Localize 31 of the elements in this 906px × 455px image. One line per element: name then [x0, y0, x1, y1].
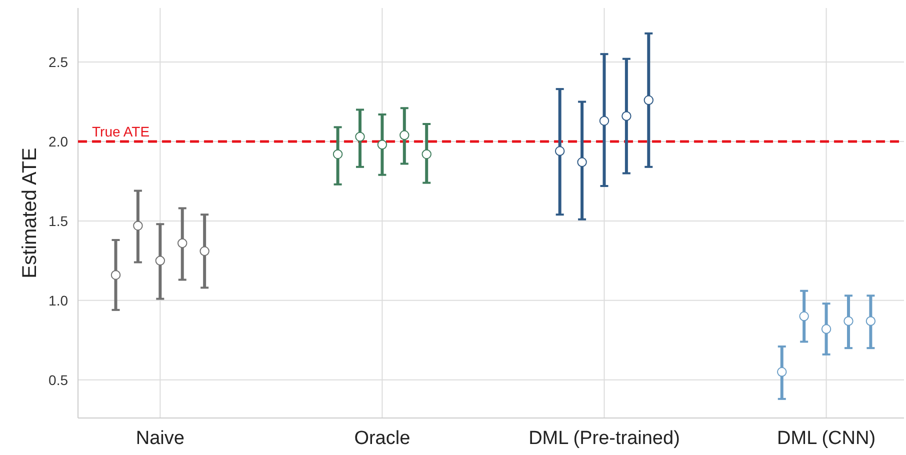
ref-line-label: True ATE	[92, 123, 150, 140]
point	[644, 95, 654, 106]
point	[577, 157, 587, 168]
point	[133, 220, 143, 231]
point	[422, 149, 432, 160]
point	[110, 270, 121, 280]
point	[554, 146, 565, 156]
point	[377, 140, 388, 150]
point	[821, 324, 832, 334]
y-axis-title: Estimated ATE	[19, 148, 41, 278]
point	[177, 238, 188, 248]
point	[332, 149, 343, 160]
point	[200, 246, 210, 256]
x-tick-label: DML (Pre-trained)	[528, 428, 680, 449]
point	[400, 130, 410, 140]
x-tick-label: Naive	[136, 428, 184, 449]
point	[866, 316, 876, 326]
point	[155, 256, 166, 266]
point	[844, 316, 854, 326]
x-tick-label: Oracle	[354, 428, 410, 449]
x-tick-label: DML (CNN)	[777, 428, 876, 449]
point	[799, 311, 809, 322]
point	[777, 367, 787, 377]
point	[355, 132, 365, 142]
point	[622, 111, 632, 121]
point	[599, 116, 610, 126]
y-tick-label: 2.5	[48, 54, 68, 70]
y-tick-label: 0.5	[48, 372, 68, 388]
y-tick-label: 1.5	[48, 212, 68, 229]
y-tick-label: 2.0	[48, 133, 68, 150]
y-tick-label: 1.0	[48, 292, 68, 308]
